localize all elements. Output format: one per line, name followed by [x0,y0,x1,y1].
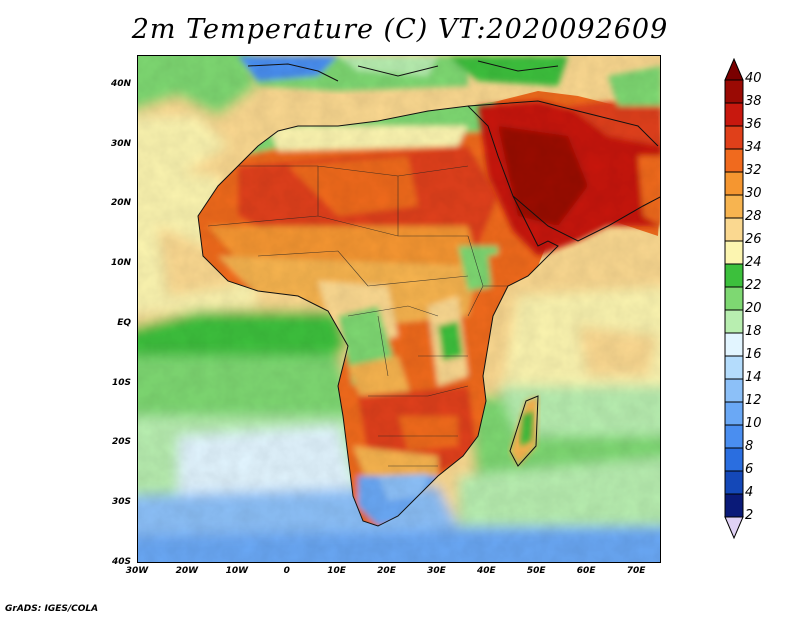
lon-tick-label: 30W [125,566,149,576]
colorbar-level-label: 12 [745,393,762,408]
lon-tick-label: 10E [327,566,346,576]
colorbar-swatch [724,493,744,518]
colorbar-level-label: 8 [745,439,754,454]
colorbar-swatch [724,194,744,219]
colorbar-level-label: 2 [745,508,754,523]
colorbar-swatch [724,378,744,403]
colorbar-level-label: 20 [745,301,762,316]
colorbar-level-label: 4 [745,485,754,500]
colorbar-level-label: 36 [745,117,762,132]
colorbar-level-label: 14 [745,370,762,385]
colorbar-swatch [724,125,744,150]
lon-tick-label: 10W [225,566,249,576]
lat-tick-label: 10N [110,258,131,269]
lon-tick-label: 70E [626,566,646,576]
lon-tick-label: 30E [427,566,446,576]
colorbar-swatch [724,309,744,334]
country-borders [207,165,508,467]
lat-tick-label: 40N [110,78,131,89]
colorbar-level-label: 10 [745,416,762,431]
lat-tick-label: 40S [111,557,131,567]
colorbar-swatch [724,263,744,288]
colorbar-swatch [724,447,744,472]
temperature-map [137,55,661,563]
lat-tick-label: EQ [117,317,131,328]
grads-credit: GrADS: IGES/COLA [5,604,99,614]
lon-tick-label: 60E [576,566,596,576]
lon-tick-label: 0 [283,566,290,576]
chart-title: 2m Temperature (C) VT:2020092609 [131,14,669,45]
colorbar-level-label: 38 [745,94,762,109]
lat-tick-label: 30N [110,138,131,149]
colorbar-level-label: 34 [745,140,762,155]
colorbar-level-label: 18 [745,324,762,339]
colorbar-level-label: 30 [745,186,762,201]
colorbar-min-triangle [724,516,744,540]
colorbar-swatch [724,286,744,311]
colorbar-level-label: 6 [745,462,754,477]
colorbar-level-label: 32 [745,163,762,178]
colorbar-level-label: 24 [745,255,762,270]
lat-tick-label: 30S [111,497,131,508]
lon-tick-label: 20E [377,566,396,576]
colorbar-level-label: 40 [745,71,762,86]
lat-tick-label: 10S [111,377,131,388]
lat-tick-label: 20N [110,198,131,209]
map-canvas [138,56,660,562]
colorbar-max-triangle [724,58,744,81]
colorbar-level-label: 26 [745,232,762,247]
lon-tick-label: 50E [526,566,546,576]
colorbar-level-label: 22 [745,278,762,293]
colorbar-swatch [724,148,744,173]
lat-tick-label: 20S [111,437,131,448]
coastlines [197,60,660,527]
colorbar-swatch [724,355,744,380]
colorbar-level-label: 28 [745,209,762,224]
colorbar-swatch [724,332,744,357]
colorbar-swatch [724,401,744,426]
colorbar-level-label: 16 [745,347,762,362]
colorbar-swatch [724,79,744,104]
colorbar [724,58,744,540]
colorbar-swatch [724,217,744,242]
lon-tick-label: 40E [476,566,496,576]
colorbar-swatch [724,171,744,196]
colorbar-swatch [724,240,744,265]
colorbar-swatch [724,424,744,449]
lon-tick-label: 20W [175,566,199,576]
colorbar-swatch [724,470,744,495]
colorbar-swatch [724,102,744,127]
